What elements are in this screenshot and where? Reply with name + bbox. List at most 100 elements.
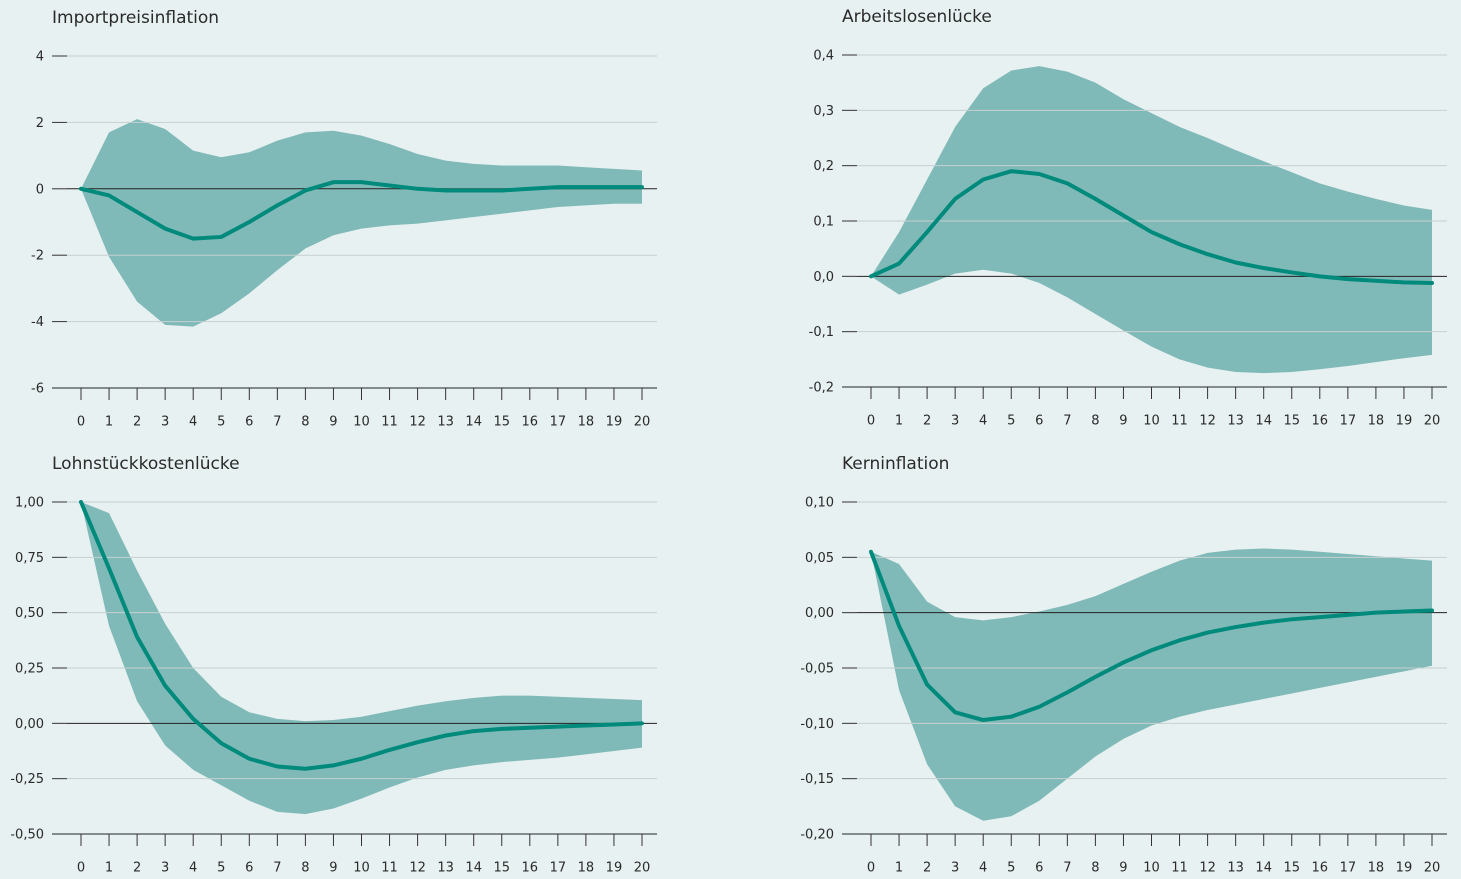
x-tick-label: 15 (1283, 861, 1300, 876)
y-tick-label: 2 (36, 116, 44, 131)
x-tick-label: 5 (217, 415, 225, 430)
y-tick-label: 0,1 (813, 215, 834, 230)
y-tick-label: -0,25 (10, 772, 44, 787)
y-tick-label: 4 (36, 50, 44, 65)
y-tick-label: 0,3 (813, 104, 834, 119)
x-tick-label: 7 (273, 415, 281, 430)
irf-line (869, 549, 1434, 723)
y-tick-label: -6 (31, 382, 44, 397)
x-tick-label: 10 (353, 861, 370, 876)
x-tick-label: 18 (578, 415, 595, 430)
x-tick-label: 0 (867, 861, 875, 876)
x-tick-label: 3 (951, 414, 959, 429)
x-tick-label: 0 (867, 414, 875, 429)
x-tick-label: 13 (437, 415, 454, 430)
x-tick-label: 11 (1171, 861, 1188, 876)
x-tick-label: 11 (381, 861, 398, 876)
x-tick-label: 14 (1255, 414, 1272, 429)
confidence-band (871, 548, 1432, 821)
x-tick-label: 1 (105, 415, 113, 430)
y-tick-label: -0,10 (800, 717, 834, 732)
x-tick-label: 19 (1396, 414, 1413, 429)
x-tick-label: 17 (550, 415, 567, 430)
x-tick-label: 4 (979, 861, 987, 876)
x-tick-label: 3 (161, 861, 169, 876)
x-tick-label: 1 (895, 414, 903, 429)
panel-title: Importpreisinflation (52, 8, 219, 28)
x-tick-label: 9 (1119, 861, 1127, 876)
y-tick-label: 0,05 (805, 551, 834, 566)
x-tick-label: 7 (1063, 414, 1071, 429)
x-tick-label: 5 (1007, 414, 1015, 429)
x-tick-label: 0 (77, 415, 85, 430)
x-tick-label: 11 (1171, 414, 1188, 429)
y-tick-label: 0,4 (813, 49, 834, 64)
x-tick-label: 15 (493, 861, 510, 876)
panel-title: Kerninflation (842, 454, 949, 474)
y-tick-label: 0,00 (15, 717, 44, 732)
y-tick-label: -0,15 (800, 772, 834, 787)
x-tick-label: 20 (1424, 861, 1441, 876)
y-tick-label: 0,00 (805, 606, 834, 621)
x-tick-label: 6 (245, 861, 253, 876)
x-tick-label: 17 (1340, 414, 1357, 429)
irf-line (79, 180, 644, 241)
x-tick-label: 17 (1340, 861, 1357, 876)
x-tick-label: 4 (189, 861, 197, 876)
x-tick-label: 1 (105, 861, 113, 876)
x-tick-label: 13 (437, 861, 454, 876)
x-tick-label: 7 (1063, 861, 1071, 876)
x-tick-label: 16 (1312, 414, 1329, 429)
x-tick-label: 18 (578, 861, 595, 876)
x-tick-label: 6 (245, 415, 253, 430)
x-tick-label: 1 (895, 861, 903, 876)
x-tick-label: 3 (161, 415, 169, 430)
x-tick-label: 20 (1424, 414, 1441, 429)
x-tick-label: 18 (1368, 861, 1385, 876)
y-tick-label: 1,00 (15, 496, 44, 511)
x-tick-label: 4 (189, 415, 197, 430)
y-tick-label: 0,2 (813, 159, 834, 174)
x-tick-label: 12 (1199, 861, 1216, 876)
x-tick-label: 2 (133, 415, 141, 430)
x-tick-label: 8 (1091, 861, 1099, 876)
x-tick-label: 2 (923, 414, 931, 429)
y-tick-label: -4 (31, 315, 44, 330)
x-tick-label: 8 (1091, 414, 1099, 429)
confidence-band (871, 66, 1432, 374)
y-tick-label: -2 (31, 249, 44, 264)
x-tick-label: 2 (923, 861, 931, 876)
panel-title: Lohnstückkostenlücke (52, 454, 240, 474)
x-tick-label: 2 (133, 861, 141, 876)
x-tick-label: 10 (1143, 414, 1160, 429)
x-tick-label: 5 (1007, 861, 1015, 876)
x-tick-label: 19 (1396, 861, 1413, 876)
x-tick-label: 17 (550, 861, 567, 876)
x-tick-label: 14 (1255, 861, 1272, 876)
x-tick-label: 13 (1227, 414, 1244, 429)
panel-title: Arbeitslosenlücke (842, 7, 992, 27)
y-tick-label: 0,0 (813, 270, 834, 285)
x-tick-label: 14 (465, 415, 482, 430)
y-tick-label: 0,25 (15, 662, 44, 677)
x-tick-label: 13 (1227, 861, 1244, 876)
x-tick-label: 3 (951, 861, 959, 876)
irf-line (79, 500, 644, 771)
y-tick-label: 0,10 (805, 496, 834, 511)
x-tick-label: 19 (606, 415, 623, 430)
y-tick-label: -0,50 (10, 828, 44, 843)
x-tick-label: 15 (493, 415, 510, 430)
y-tick-label: -0,1 (809, 325, 834, 340)
irf-line (869, 169, 1434, 285)
x-tick-label: 4 (979, 414, 987, 429)
x-tick-label: 16 (1312, 861, 1329, 876)
x-tick-label: 6 (1035, 414, 1043, 429)
confidence-band (81, 502, 642, 815)
x-tick-label: 15 (1283, 414, 1300, 429)
x-tick-label: 10 (353, 415, 370, 430)
x-tick-label: 16 (522, 861, 539, 876)
x-tick-label: 10 (1143, 861, 1160, 876)
x-tick-label: 0 (77, 861, 85, 876)
x-tick-label: 8 (301, 415, 309, 430)
x-tick-label: 5 (217, 861, 225, 876)
